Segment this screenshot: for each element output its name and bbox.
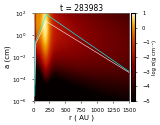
Y-axis label: log σ(g cm⁻²): log σ(g cm⁻²) [152, 40, 157, 75]
Y-axis label: a (cm): a (cm) [4, 46, 11, 68]
Title: t = 283983: t = 283983 [60, 4, 103, 13]
X-axis label: r ( AU ): r ( AU ) [69, 114, 94, 121]
